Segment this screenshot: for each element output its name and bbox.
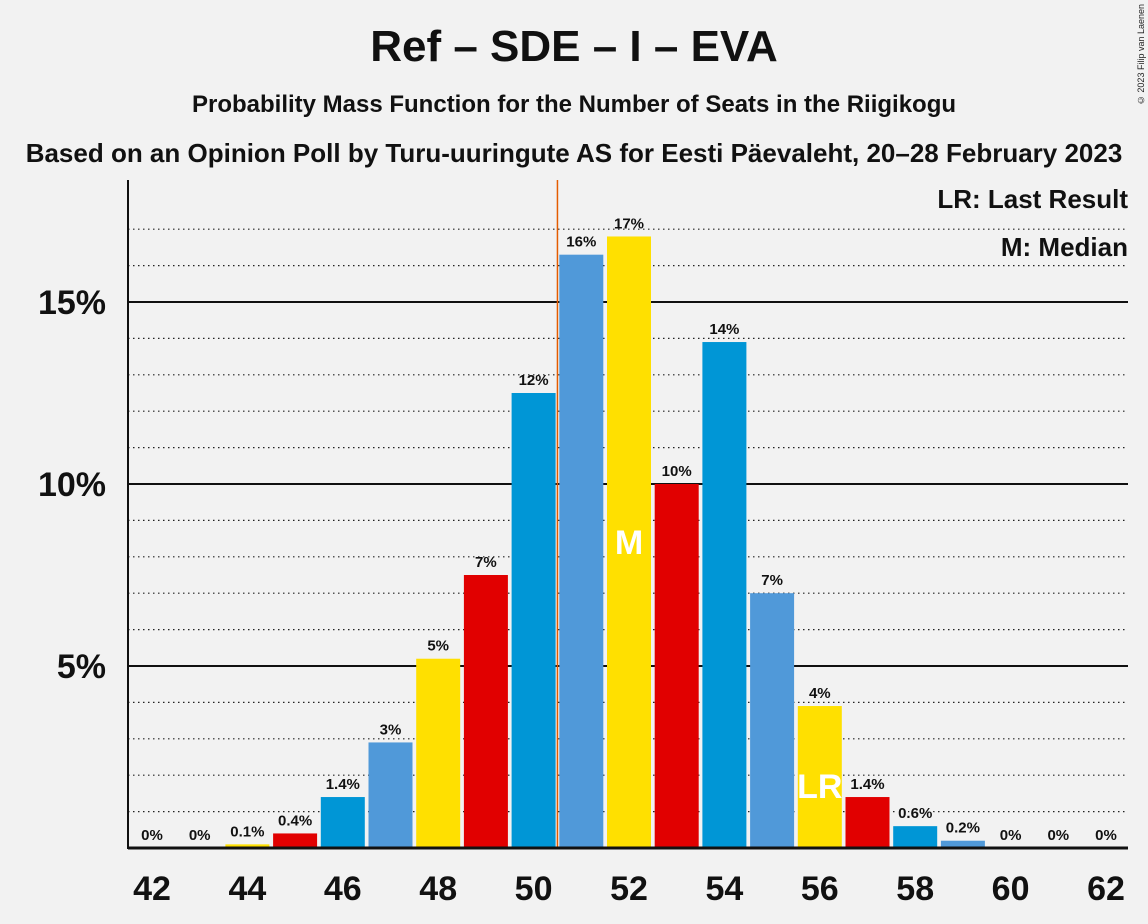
data-label: 7% — [475, 554, 497, 571]
data-label: 1.4% — [326, 776, 360, 793]
bar-seat-47 — [368, 742, 413, 848]
bar-seat-59 — [940, 840, 985, 848]
data-label: 0% — [141, 827, 163, 844]
data-label: 0.6% — [898, 805, 932, 822]
y-tick-label: 5% — [57, 648, 106, 686]
data-label: 1.4% — [850, 776, 884, 793]
data-label: 0.2% — [946, 820, 980, 837]
bar-seat-56 — [797, 706, 842, 848]
data-label-halo: 1.4% — [850, 776, 884, 793]
data-label: 16% — [566, 234, 596, 251]
bar-seat-52 — [607, 236, 651, 849]
median-marker: M — [615, 524, 643, 562]
data-label: 7% — [761, 572, 783, 589]
x-tick-label: 50 — [515, 870, 553, 908]
bar-seat-50 — [511, 393, 556, 848]
legend-median: M: Median — [1000, 232, 1128, 262]
bar-seat-45 — [273, 833, 318, 848]
bar-seat-58 — [893, 826, 938, 848]
data-label: 5% — [427, 638, 449, 655]
data-label: 14% — [709, 321, 739, 338]
data-label: 0% — [1047, 827, 1069, 844]
x-tick-label: 52 — [610, 870, 648, 908]
y-tick-label: 10% — [38, 466, 106, 504]
data-label: 0% — [1095, 827, 1117, 844]
x-tick-label: 44 — [228, 870, 266, 908]
data-label-halo: 1.4% — [326, 776, 360, 793]
data-label: 17% — [614, 215, 644, 232]
x-tick-label: 48 — [419, 870, 457, 908]
y-tick-label: 15% — [38, 284, 106, 322]
data-label: 3% — [380, 721, 402, 738]
bar-seat-55 — [750, 593, 795, 848]
data-label: 0% — [189, 827, 211, 844]
last-result-marker: LR — [797, 768, 842, 806]
x-tick-label: 60 — [992, 870, 1030, 908]
bar-seat-46 — [320, 797, 365, 848]
bar-seat-54 — [702, 342, 747, 848]
bar-seat-44 — [225, 844, 270, 848]
data-label: 0.1% — [230, 823, 264, 840]
x-tick-label: 54 — [705, 870, 743, 908]
data-label-halo: 0.2% — [946, 820, 980, 837]
data-label: 12% — [519, 372, 549, 389]
bar-seat-57 — [845, 797, 890, 848]
x-tick-label: 58 — [896, 870, 934, 908]
x-tick-label: 42 — [133, 870, 171, 908]
data-label: 10% — [662, 463, 692, 480]
x-tick-label: 46 — [324, 870, 362, 908]
legend-last-result: LR: Last Result — [937, 184, 1128, 214]
bar-seat-51 — [559, 254, 604, 848]
chart-subtitle: Probability Mass Function for the Number… — [191, 91, 957, 118]
data-label-halo: 0.6% — [898, 805, 932, 822]
bar-seat-48 — [416, 658, 461, 848]
data-label-halo: 0.4% — [278, 812, 312, 829]
data-label: 4% — [809, 685, 831, 702]
data-label-halo: 0.1% — [230, 823, 264, 840]
x-tick-label: 62 — [1087, 870, 1125, 908]
data-label: 0.4% — [278, 812, 312, 829]
bar-seat-53 — [654, 484, 699, 848]
chart-source: Based on an Opinion Poll by Turu-uuringu… — [25, 138, 1123, 168]
chart-title: Ref – SDE – I – EVA — [370, 22, 778, 71]
bar-seat-49 — [463, 575, 508, 848]
data-label: 0% — [1000, 827, 1022, 844]
x-tick-label: 56 — [801, 870, 839, 908]
